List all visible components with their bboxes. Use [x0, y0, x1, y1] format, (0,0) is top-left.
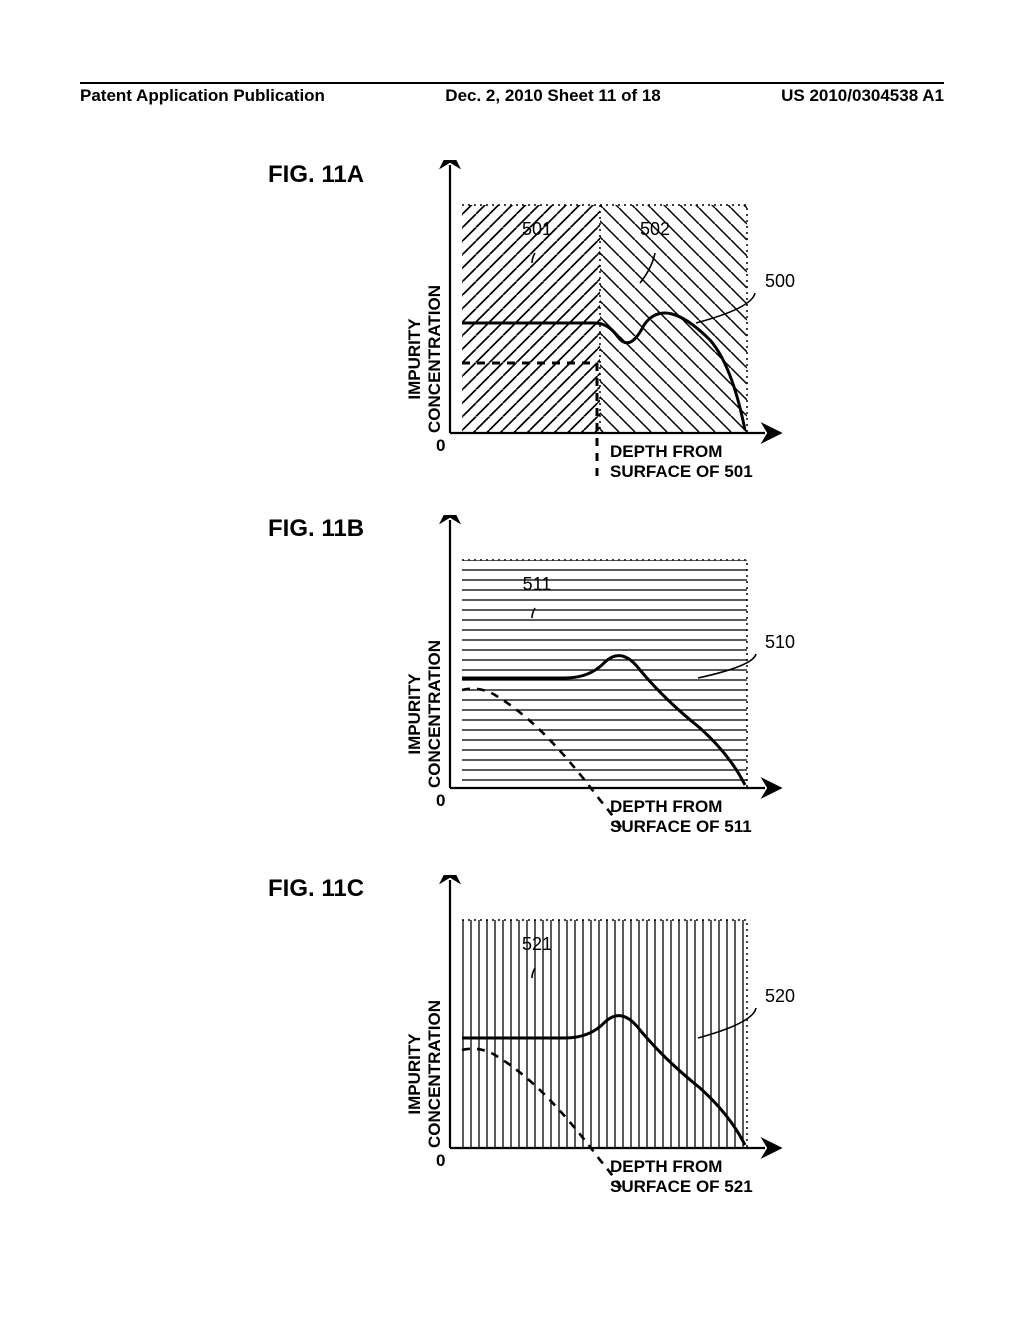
figure-label-b: FIG. 11B	[268, 515, 364, 543]
page: Patent Application Publication Dec. 2, 2…	[0, 0, 1024, 1320]
svg-text:0: 0	[436, 436, 445, 455]
svg-text:IMPURITY: IMPURITY	[405, 673, 424, 755]
svg-text:CONCENTRATION: CONCENTRATION	[425, 1000, 444, 1148]
svg-text:CONCENTRATION: CONCENTRATION	[425, 640, 444, 788]
svg-text:520: 520	[765, 986, 795, 1006]
svg-text:DEPTH FROM: DEPTH FROM	[610, 797, 722, 816]
svg-text:DEPTH FROM: DEPTH FROM	[610, 442, 722, 461]
figure-label-a: FIG. 11A	[268, 161, 364, 189]
svg-text:SURFACE OF 501: SURFACE OF 501	[610, 462, 753, 481]
svg-text:CONCENTRATION: CONCENTRATION	[425, 285, 444, 433]
svg-text:511: 511	[523, 574, 552, 594]
svg-text:SURFACE OF 521: SURFACE OF 521	[610, 1177, 753, 1196]
svg-text:IMPURITY: IMPURITY	[405, 1033, 424, 1115]
header-center: Dec. 2, 2010 Sheet 11 of 18	[445, 86, 660, 106]
svg-text:510: 510	[765, 632, 795, 652]
svg-text:0: 0	[436, 791, 445, 810]
svg-text:500: 500	[765, 271, 795, 291]
header-bar: Patent Application Publication Dec. 2, 2…	[80, 82, 944, 106]
svg-text:DEPTH FROM: DEPTH FROM	[610, 1157, 722, 1176]
chart-c: 521 520 0 IMPURITYCONCENTRATION DEPTH FROMSU…	[395, 875, 835, 1200]
chart-b: 511 510 0 IMPURITYCONCENTRATION DEPTH FROMSU…	[395, 515, 835, 840]
svg-text:SURFACE OF 511: SURFACE OF 511	[610, 817, 752, 836]
svg-text:521: 521	[522, 934, 552, 954]
svg-text:501: 501	[522, 219, 552, 239]
header-right: US 2010/0304538 A1	[781, 86, 944, 106]
svg-text:0: 0	[436, 1151, 445, 1170]
svg-text:IMPURITY: IMPURITY	[405, 318, 424, 400]
svg-text:502: 502	[640, 219, 670, 239]
figure-label-c: FIG. 11C	[268, 875, 364, 903]
chart-a: 501 502 500 0 IMPURITYCONCENTRATION DEPTH FRO…	[395, 160, 835, 485]
header-left: Patent Application Publication	[80, 86, 325, 106]
